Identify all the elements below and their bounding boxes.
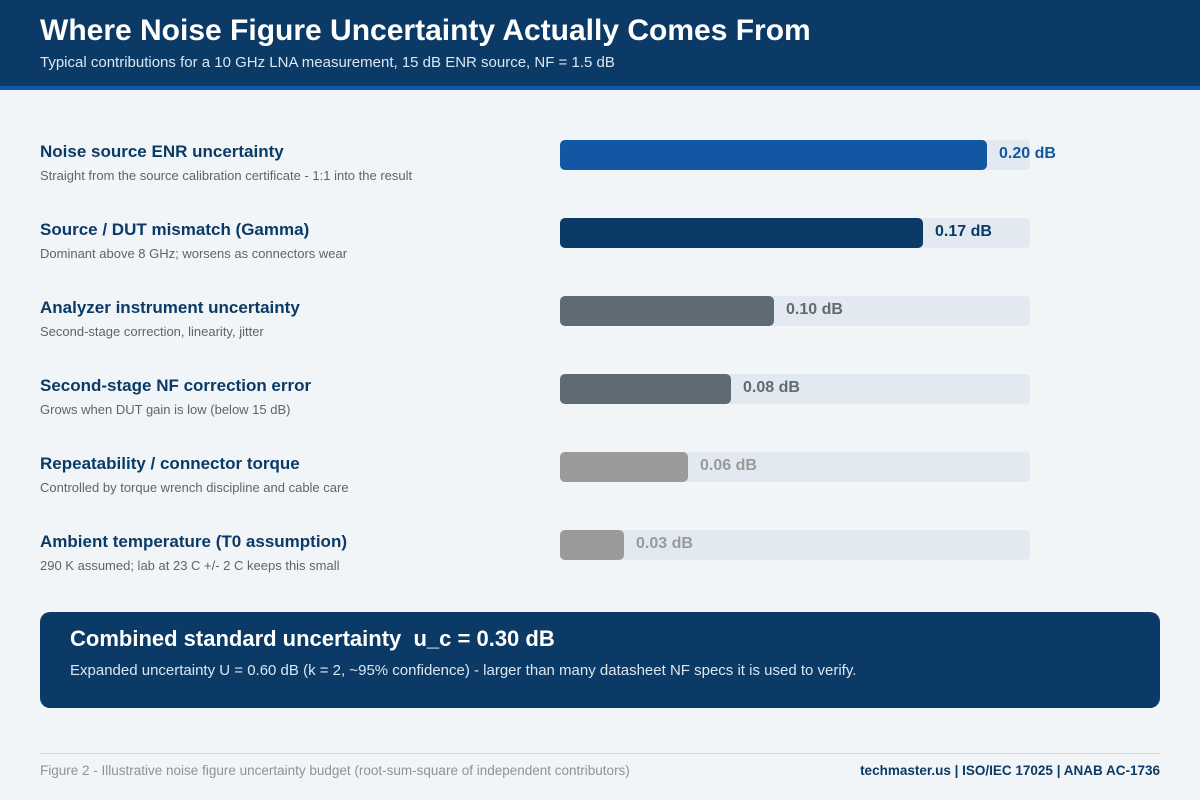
category-label: Source / DUT mismatch (Gamma): [40, 220, 310, 239]
bar: [560, 374, 731, 404]
chart-row: Analyzer instrument uncertainty Second-st…: [0, 296, 1200, 358]
bar-value-label: 0.10 dB: [786, 301, 843, 318]
summary-title: Combined standard uncertainty u_c = 0.30…: [70, 626, 555, 651]
footer-credit: techmaster.us | ISO/IEC 17025 | ANAB AC-…: [860, 763, 1160, 778]
category-description: Grows when DUT gain is low (below 15 dB): [40, 402, 291, 417]
bar-track: 0.08 dB: [560, 374, 1030, 404]
category-label: Noise source ENR uncertainty: [40, 142, 284, 161]
chart-row: Ambient temperature (T0 assumption) 290 K…: [0, 530, 1200, 592]
category-label: Second-stage NF correction error: [40, 376, 312, 395]
category-label: Analyzer instrument uncertainty: [40, 298, 300, 317]
bar: [560, 218, 923, 248]
summary-panel: Combined standard uncertainty u_c = 0.30…: [40, 612, 1160, 708]
header-banner: Where Noise Figure Uncertainty Actually …: [0, 0, 1200, 90]
chart-row: Source / DUT mismatch (Gamma) Dominant ab…: [0, 218, 1200, 280]
chart-row: Second-stage NF correction error Grows wh…: [0, 374, 1200, 436]
category-description: Second-stage correction, linearity, jitt…: [40, 324, 264, 339]
category-label: Repeatability / connector torque: [40, 454, 300, 473]
figure-caption: Figure 2 - Illustrative noise figure unc…: [40, 763, 630, 778]
category-description: Dominant above 8 GHz; worsens as connect…: [40, 246, 348, 261]
bar-track: 0.17 dB: [560, 218, 1030, 248]
bar-track: 0.03 dB: [560, 530, 1030, 560]
bar-value-label: 0.06 dB: [700, 457, 757, 474]
bar-value-label: 0.17 dB: [935, 223, 992, 240]
bar-value-label: 0.20 dB: [999, 145, 1056, 162]
category-description: 290 K assumed; lab at 23 C +/- 2 C keeps…: [40, 558, 340, 573]
chart-row: Repeatability / connector torque Controll…: [0, 452, 1200, 514]
category-description: Controlled by torque wrench discipline a…: [40, 480, 349, 495]
category-description: Straight from the source calibration cer…: [40, 168, 413, 183]
bar: [560, 296, 774, 326]
category-label: Ambient temperature (T0 assumption): [40, 532, 347, 551]
page-title: Where Noise Figure Uncertainty Actually …: [40, 14, 811, 47]
bar: [560, 140, 987, 170]
bar-track: 0.10 dB: [560, 296, 1030, 326]
bar-track: 0.20 dB: [560, 140, 1056, 170]
bar-track: 0.06 dB: [560, 452, 1030, 482]
bar-value-label: 0.08 dB: [743, 379, 800, 396]
page-subtitle: Typical contributions for a 10 GHz LNA m…: [40, 54, 615, 71]
bar-value-label: 0.03 dB: [636, 535, 693, 552]
summary-text: Expanded uncertainty U = 0.60 dB (k = 2,…: [70, 662, 857, 679]
bar: [560, 452, 688, 482]
footer-divider: [40, 753, 1160, 754]
chart-row: Noise source ENR uncertainty Straight fro…: [0, 140, 1200, 202]
bar: [560, 530, 624, 560]
